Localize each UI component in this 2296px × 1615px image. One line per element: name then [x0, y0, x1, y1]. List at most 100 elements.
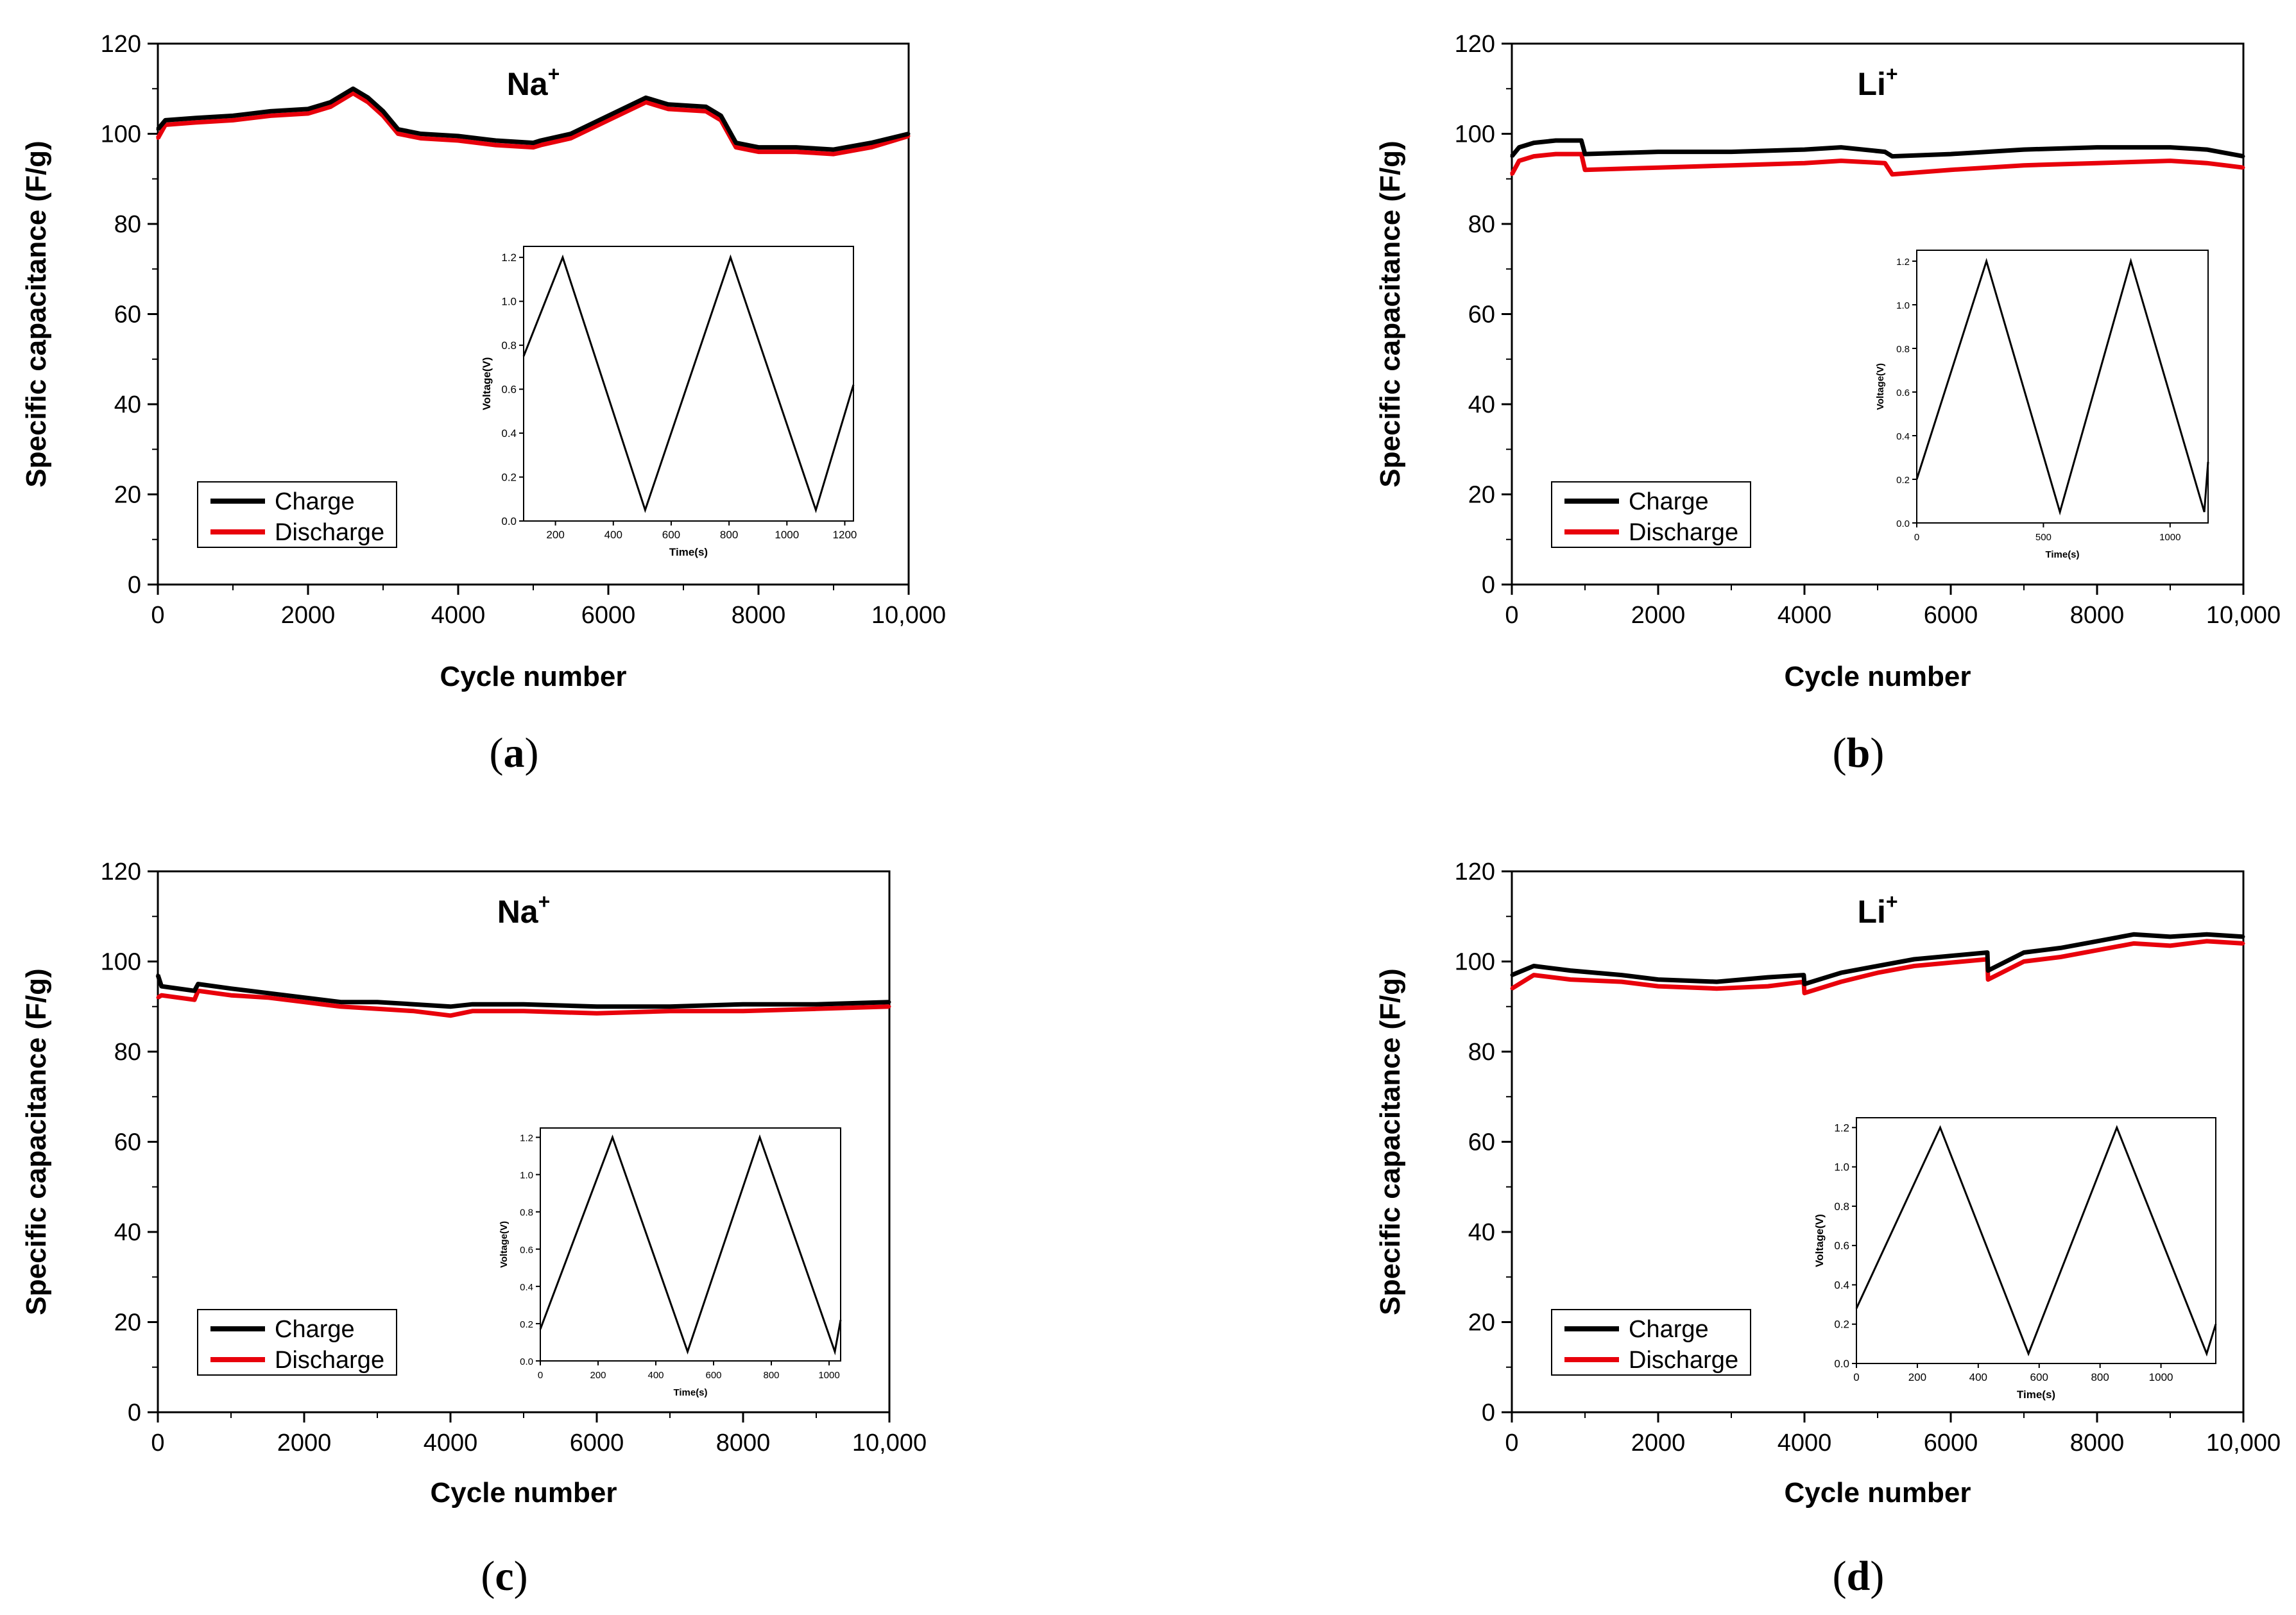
x-tick-label: 0	[1505, 602, 1518, 629]
legend-box	[1551, 1309, 1751, 1376]
data-point-charge	[494, 139, 497, 142]
y-tick-label: 120	[1455, 31, 1495, 58]
inset-x-tick-label: 200	[546, 529, 564, 541]
x-tick-label: 2000	[281, 602, 336, 629]
data-point-discharge	[2205, 939, 2209, 943]
data-point-charge	[351, 87, 355, 90]
inset-voltage-line	[539, 1134, 842, 1356]
legend: Charge Discharge	[1551, 1309, 1751, 1376]
data-point-charge	[269, 109, 272, 113]
data-point-discharge	[156, 996, 160, 1000]
y-tick-label: 0	[128, 572, 141, 599]
data-point-discharge	[667, 107, 671, 111]
panel-label-close: )	[525, 730, 539, 776]
inset-frame	[1916, 250, 2209, 524]
data-point-charge	[1568, 969, 1572, 973]
data-point-discharge	[741, 1009, 745, 1013]
data-point-discharge	[832, 152, 835, 156]
y-tick-label: 20	[1468, 482, 1495, 509]
x-tick-label: 6000	[1924, 1430, 1978, 1457]
data-point-discharge	[1568, 978, 1572, 982]
data-point-discharge	[1532, 155, 1536, 158]
series-line-discharge	[1509, 151, 2244, 177]
data-point-charge	[1802, 973, 1806, 977]
y-tick-label: 0	[1482, 572, 1495, 599]
data-point-discharge	[522, 1009, 526, 1013]
data-point-charge	[266, 991, 270, 995]
data-point-discharge	[734, 146, 738, 150]
data-point-discharge	[569, 137, 572, 141]
y-tick-label: 40	[114, 391, 141, 418]
data-point-charge	[1883, 150, 1887, 154]
data-point-charge	[2205, 148, 2209, 151]
chart-title-charge: +	[538, 890, 551, 913]
x-axis-title: Cycle number	[1785, 1477, 1971, 1508]
legend: Charge Discharge	[197, 1309, 397, 1376]
panel-label-open: (	[490, 730, 504, 776]
x-axis-title: Cycle number	[440, 661, 627, 692]
inset-x-axis-title: Time(s)	[673, 1387, 707, 1398]
data-point-discharge	[2059, 955, 2062, 959]
inset-y-tick-label: 0.2	[1834, 1319, 1849, 1331]
data-point-discharge	[156, 137, 160, 141]
inset-y-tick-label: 0.0	[501, 515, 517, 527]
panel-label-close: )	[1870, 730, 1884, 776]
data-point-discharge	[339, 1005, 343, 1009]
data-point-charge	[1839, 146, 1843, 150]
inset-y-tick-label: 1.2	[501, 252, 517, 264]
inset-x-tick-label: 400	[604, 529, 622, 541]
y-axis-title: Specific capacitance (F/g)	[1375, 141, 1406, 487]
legend-label-discharge: Discharge	[1629, 519, 1738, 546]
inset-x-tick-label: 1000	[2159, 532, 2180, 543]
data-point-charge	[1554, 139, 1557, 142]
data-point-charge	[1532, 964, 1536, 968]
x-tick-label: 0	[151, 1430, 164, 1457]
data-point-charge	[1766, 975, 1770, 979]
data-point-discharge	[1803, 991, 1806, 995]
data-point-discharge	[704, 109, 708, 113]
data-point-discharge	[229, 993, 233, 997]
legend-label-charge: Charge	[275, 488, 355, 515]
chart-panel-b: 0 20 40 60 80 100 120 0 2000 4000 6000 8000 10,000 Cy…	[1375, 31, 2281, 776]
data-point-charge	[229, 987, 233, 991]
data-point-charge	[160, 984, 164, 988]
y-axis-title: Specific capacitance (F/g)	[1375, 968, 1406, 1315]
data-point-charge	[492, 1002, 496, 1006]
x-tick-label: 4000	[424, 1430, 478, 1457]
inset-x-tick-label: 0	[538, 1370, 543, 1381]
data-point-charge	[194, 116, 197, 120]
inset-x-tick-label: 800	[763, 1370, 779, 1381]
data-point-charge	[2241, 935, 2245, 939]
data-point-discharge	[1579, 152, 1583, 156]
data-point-charge	[381, 109, 385, 113]
panel-label-letter: b	[1847, 730, 1871, 776]
data-point-discharge	[1532, 973, 1536, 977]
x-tick-label: 8000	[2070, 1430, 2125, 1457]
inset-x-tick-label: 0	[1853, 1371, 1859, 1383]
panel-label-open: (	[1833, 730, 1847, 776]
inset-y-axis-title: Voltage(V)	[499, 1221, 510, 1268]
x-tick-label: 8000	[2070, 602, 2125, 629]
y-tick-label: 60	[1468, 302, 1495, 329]
data-point-charge	[595, 1005, 599, 1009]
chart-title-charge: +	[548, 62, 560, 85]
legend-label-charge: Charge	[275, 1316, 355, 1343]
data-point-discharge	[595, 1011, 599, 1015]
data-point-discharge	[2205, 161, 2209, 165]
chart-title-charge: +	[1886, 62, 1898, 85]
y-tick-label: 40	[1468, 1219, 1495, 1246]
x-tick-label: 4000	[1778, 1430, 1832, 1457]
data-point-charge	[1510, 155, 1514, 158]
y-tick-label: 40	[1468, 391, 1495, 418]
x-tick-label: 4000	[431, 602, 486, 629]
panel-label-close: )	[1870, 1553, 1884, 1600]
data-point-discharge	[449, 1014, 452, 1018]
inset-y-tick-label: 0.8	[1834, 1201, 1849, 1213]
chart-title: Li+	[1857, 62, 1898, 102]
legend-label-discharge: Discharge	[275, 519, 384, 546]
data-point-discharge	[1554, 152, 1557, 156]
data-point-charge	[870, 141, 873, 145]
data-point-charge	[539, 139, 543, 142]
